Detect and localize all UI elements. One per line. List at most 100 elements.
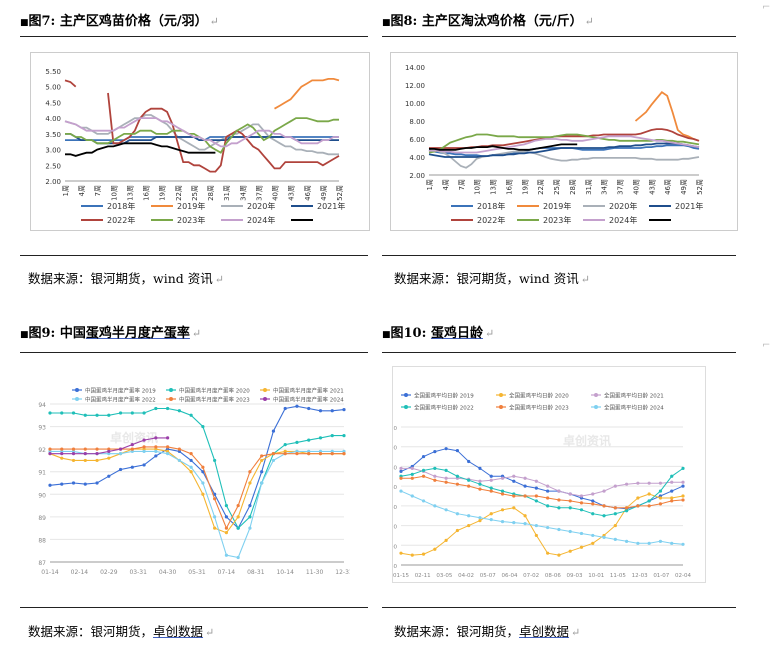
series-point <box>95 458 99 463</box>
series-point <box>512 506 516 510</box>
series-point <box>489 489 493 493</box>
series-point <box>399 469 403 473</box>
fig10-title-link[interactable]: 蛋鸡日龄 <box>430 326 483 341</box>
series-point <box>591 499 595 503</box>
legend-label: 2019年 <box>177 201 205 211</box>
series-point <box>201 465 205 469</box>
x-tick-label: 25周 <box>191 185 199 201</box>
series-point <box>399 476 403 480</box>
x-tick-label: 04-02 <box>458 573 474 579</box>
series-point <box>410 476 414 480</box>
series-point <box>295 404 299 408</box>
series-point <box>95 413 99 417</box>
fig9-title-link[interactable]: 蛋鸡半月度产蛋率 <box>85 326 190 341</box>
series-point <box>248 481 252 485</box>
series-point <box>130 465 134 469</box>
series-point <box>523 476 527 480</box>
legend-dot <box>263 388 267 392</box>
y-tick-label: 2.00 <box>45 178 61 186</box>
series-point <box>307 452 311 456</box>
series-point <box>455 528 459 533</box>
series-point <box>142 463 146 467</box>
x-tick-label: 40周 <box>272 185 280 201</box>
x-tick-label: 13周 <box>126 185 134 201</box>
series-line <box>274 78 340 110</box>
x-tick-label: 13周 <box>490 179 498 195</box>
series-point <box>283 449 287 453</box>
series-point <box>568 549 572 553</box>
series-point <box>455 482 459 486</box>
series-point <box>107 456 111 460</box>
series-point <box>591 492 595 496</box>
series-point <box>444 480 448 484</box>
series-point <box>579 508 584 512</box>
series-point <box>444 538 448 542</box>
series-point <box>283 452 287 456</box>
x-tick-label: 49周 <box>680 179 688 195</box>
series-point <box>83 447 87 451</box>
series-point <box>399 466 403 470</box>
series-point <box>166 445 170 449</box>
fig10-source-link[interactable]: 卓创数据 <box>519 624 570 639</box>
legend-dot <box>594 405 598 409</box>
series-point <box>658 502 663 506</box>
fig9-source-link[interactable]: 卓创数据 <box>153 624 204 639</box>
series-point <box>557 506 561 510</box>
fig9-source: 数据来源：银河期货，卓创数据 ↵ <box>28 624 215 639</box>
series-point <box>224 531 228 535</box>
series-point <box>154 445 158 449</box>
series-point <box>71 481 76 485</box>
series-point <box>142 449 146 453</box>
series-point <box>681 542 685 546</box>
series-point <box>166 449 170 453</box>
x-tick-label: 31周 <box>223 185 231 201</box>
x-tick-label: 16周 <box>143 185 151 201</box>
y-tick-label: 12.00 <box>405 82 425 90</box>
x-tick-label: 03-31 <box>129 569 147 576</box>
x-tick-label: 34周 <box>601 179 609 195</box>
series-point <box>154 449 158 453</box>
x-tick-label: 02-14 <box>71 569 89 576</box>
series-point <box>177 449 181 453</box>
series-line <box>429 143 578 151</box>
x-tick-label: 16周 <box>505 179 513 195</box>
legend-label: 2024年 <box>247 215 275 225</box>
series-point <box>236 555 240 560</box>
fig10-title-rule <box>382 352 736 353</box>
series-point <box>647 504 651 508</box>
series-point <box>342 449 346 453</box>
legend-label: 中国蛋鸡半月度产蛋率 2021 <box>273 387 344 395</box>
legend-label: 2018年 <box>107 201 135 211</box>
series-point <box>467 514 471 518</box>
series-point <box>60 482 64 486</box>
series-point <box>283 443 287 447</box>
series-point <box>107 413 111 417</box>
legend-label: 全国蛋鸡平均日龄 2024 <box>604 404 664 412</box>
series-point <box>118 467 123 472</box>
series-point <box>330 409 334 413</box>
y-tick-label: 4.00 <box>409 154 425 162</box>
series-line <box>64 117 339 148</box>
series-point <box>177 447 181 451</box>
series-point <box>681 498 685 502</box>
y-tick-label: 87 <box>38 560 46 567</box>
series-point <box>478 487 482 491</box>
series-point <box>568 506 572 510</box>
series-point <box>107 449 111 453</box>
series-point <box>658 481 663 485</box>
series-point <box>166 447 170 451</box>
series-point <box>478 479 482 483</box>
series-point <box>636 481 640 485</box>
series-point <box>142 445 146 449</box>
legend-label: 2023年 <box>543 215 571 225</box>
x-tick-label: 05-07 <box>480 573 496 579</box>
fig10-chart-svg: 卓创资讯 全国蛋鸡平均日龄 2019 全国蛋鸡平均日龄 2020 全国蛋鸡平均日龄 2… <box>387 392 692 580</box>
series-point <box>670 480 674 484</box>
series-line <box>64 114 339 156</box>
series-point <box>224 526 228 530</box>
legend-dot <box>169 397 173 401</box>
y-tick-label: 89 <box>38 515 46 522</box>
x-tick-label: 10周 <box>110 185 118 201</box>
